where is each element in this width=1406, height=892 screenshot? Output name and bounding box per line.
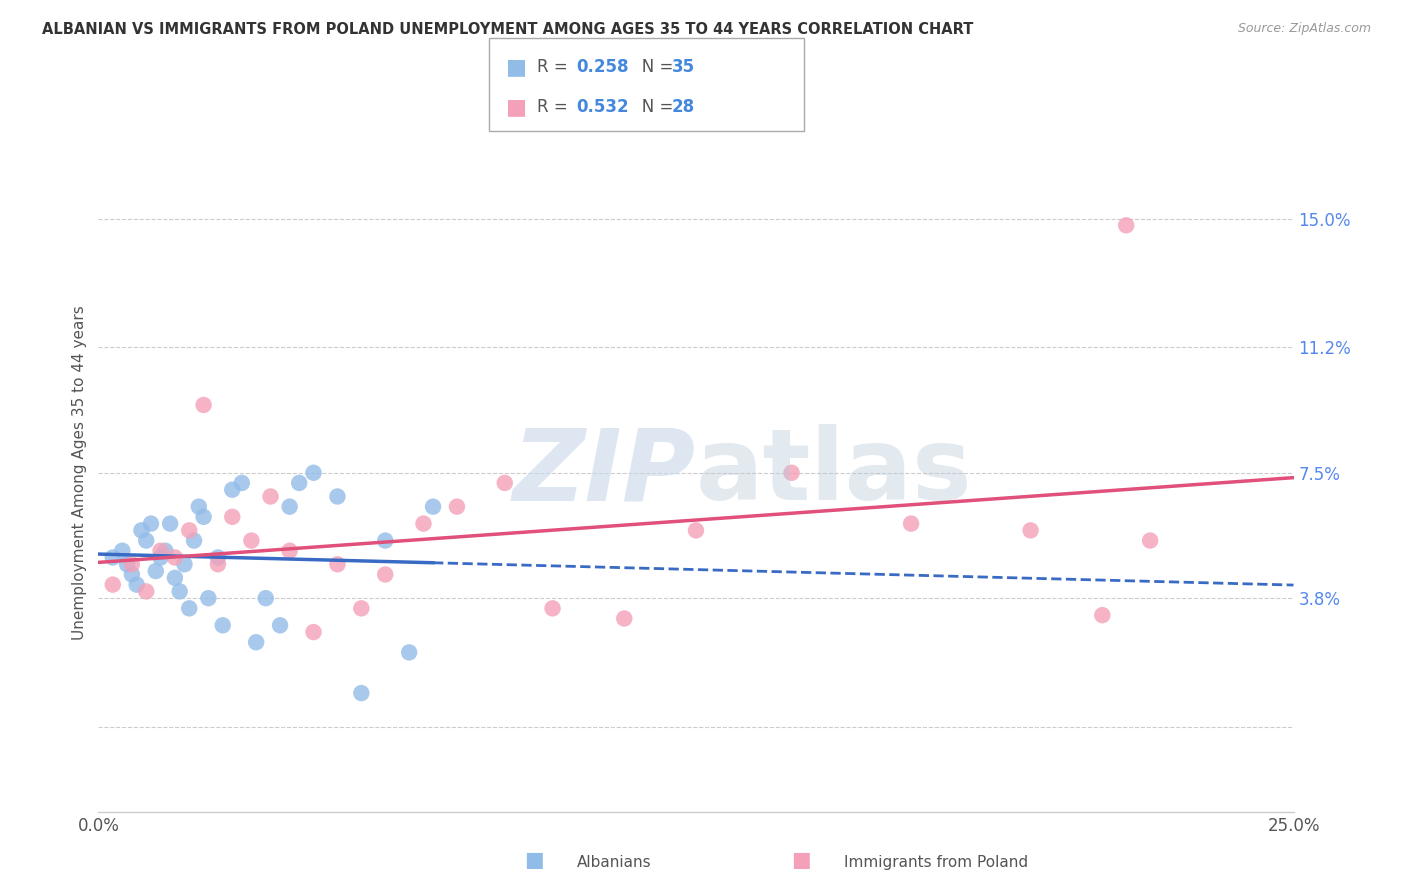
Text: Immigrants from Poland: Immigrants from Poland (844, 855, 1028, 870)
Point (240, 533, 263, 548)
Point (1091, 608, 1114, 623)
Point (1139, 533, 1161, 548)
Point (173, 558, 195, 572)
Point (207, 558, 229, 572)
Text: 0.258: 0.258 (576, 58, 628, 76)
Point (179, 524, 201, 538)
Text: ■: ■ (506, 97, 527, 117)
Point (259, 490, 281, 504)
Text: ZIP: ZIP (513, 425, 696, 521)
Point (350, 686, 373, 700)
Point (187, 500, 209, 514)
Point (494, 475, 516, 490)
Point (111, 543, 134, 558)
Point (155, 543, 177, 558)
Point (135, 533, 157, 548)
Point (211, 618, 233, 632)
Point (131, 524, 153, 538)
Point (231, 475, 253, 490)
Text: R =: R = (537, 98, 574, 116)
Point (446, 500, 468, 514)
Point (139, 516, 162, 531)
Point (302, 625, 325, 640)
Point (350, 601, 373, 615)
Text: 0.532: 0.532 (576, 98, 628, 116)
Point (207, 550, 229, 565)
Point (326, 490, 349, 504)
Point (149, 550, 172, 565)
Point (197, 591, 219, 606)
Point (145, 564, 167, 578)
Point (288, 475, 311, 490)
Point (121, 558, 143, 572)
Point (685, 524, 707, 538)
Point (613, 611, 636, 625)
Point (412, 516, 434, 531)
Text: N =: N = (626, 98, 678, 116)
Point (245, 635, 267, 649)
Point (326, 558, 349, 572)
Text: R =: R = (537, 58, 574, 76)
Point (221, 509, 243, 524)
Point (374, 567, 396, 582)
Point (159, 516, 181, 531)
Text: 35: 35 (672, 58, 695, 76)
Point (780, 466, 803, 480)
Y-axis label: Unemployment Among Ages 35 to 44 years: Unemployment Among Ages 35 to 44 years (72, 305, 87, 640)
Point (1115, 219, 1137, 233)
Point (374, 533, 396, 548)
Point (121, 567, 143, 582)
Text: N =: N = (626, 58, 678, 76)
Text: ■: ■ (524, 850, 544, 870)
Point (278, 500, 301, 514)
Text: atlas: atlas (696, 425, 973, 521)
Point (254, 591, 277, 606)
Point (115, 558, 138, 572)
Text: 28: 28 (672, 98, 695, 116)
Point (541, 601, 564, 615)
Text: Source: ZipAtlas.com: Source: ZipAtlas.com (1237, 22, 1371, 36)
Text: ■: ■ (792, 850, 811, 870)
Point (163, 550, 186, 565)
Point (422, 500, 444, 514)
Point (163, 571, 186, 585)
Point (193, 509, 215, 524)
Point (221, 483, 243, 497)
Point (900, 516, 922, 531)
Point (278, 543, 301, 558)
Point (183, 533, 205, 548)
Text: ALBANIAN VS IMMIGRANTS FROM POLAND UNEMPLOYMENT AMONG AGES 35 TO 44 YEARS CORREL: ALBANIAN VS IMMIGRANTS FROM POLAND UNEMP… (42, 22, 973, 37)
Point (179, 601, 201, 615)
Point (135, 584, 157, 599)
Text: ■: ■ (506, 57, 527, 77)
Point (149, 543, 172, 558)
Point (1019, 524, 1042, 538)
Point (302, 466, 325, 480)
Point (169, 584, 191, 599)
Point (101, 550, 124, 565)
Text: Albanians: Albanians (576, 855, 651, 870)
Point (398, 645, 420, 659)
Point (269, 618, 291, 632)
Point (193, 398, 215, 412)
Point (125, 577, 148, 591)
Point (101, 577, 124, 591)
